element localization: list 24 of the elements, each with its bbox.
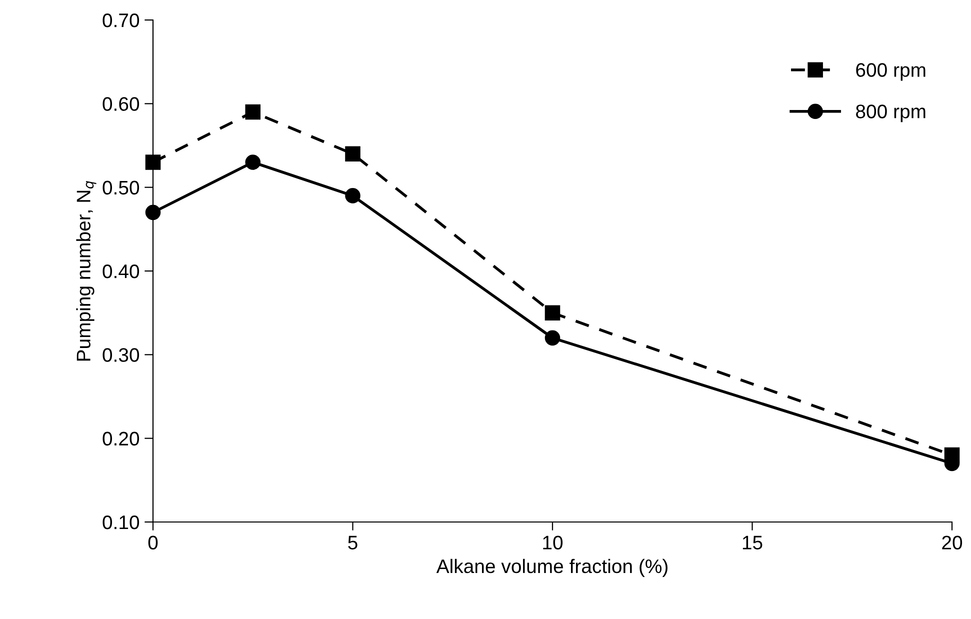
point xyxy=(345,188,360,204)
y-tick-label: 0.60 xyxy=(102,97,140,111)
legend-label: 600 rpm xyxy=(856,63,926,81)
point xyxy=(145,154,161,170)
point xyxy=(145,204,161,220)
y-axis-title: Pumping number, N$_{q}$ xyxy=(76,180,96,361)
y-tick-label: 0.10 xyxy=(102,515,140,530)
point xyxy=(544,330,560,346)
y-tick-label: 0.20 xyxy=(102,432,140,446)
point xyxy=(544,305,560,320)
x-tick-label: 0 xyxy=(148,536,158,550)
x-tick-label: 5 xyxy=(348,536,358,550)
x-tick-label: 15 xyxy=(742,536,762,550)
y-tick-label: 0.70 xyxy=(102,13,140,28)
point xyxy=(345,146,360,162)
point xyxy=(245,154,261,170)
y-tick-label: 0.40 xyxy=(102,264,140,278)
x-tick-label: 10 xyxy=(543,536,563,550)
point xyxy=(245,104,261,120)
y-tick-label: 0.30 xyxy=(102,348,140,362)
y-tick-label: 0.50 xyxy=(102,180,140,195)
x-axis-title: Alkane volume fraction (%) xyxy=(436,558,668,577)
legend-label: 800 rpm xyxy=(856,104,926,122)
x-tick-label: 20 xyxy=(942,536,962,550)
